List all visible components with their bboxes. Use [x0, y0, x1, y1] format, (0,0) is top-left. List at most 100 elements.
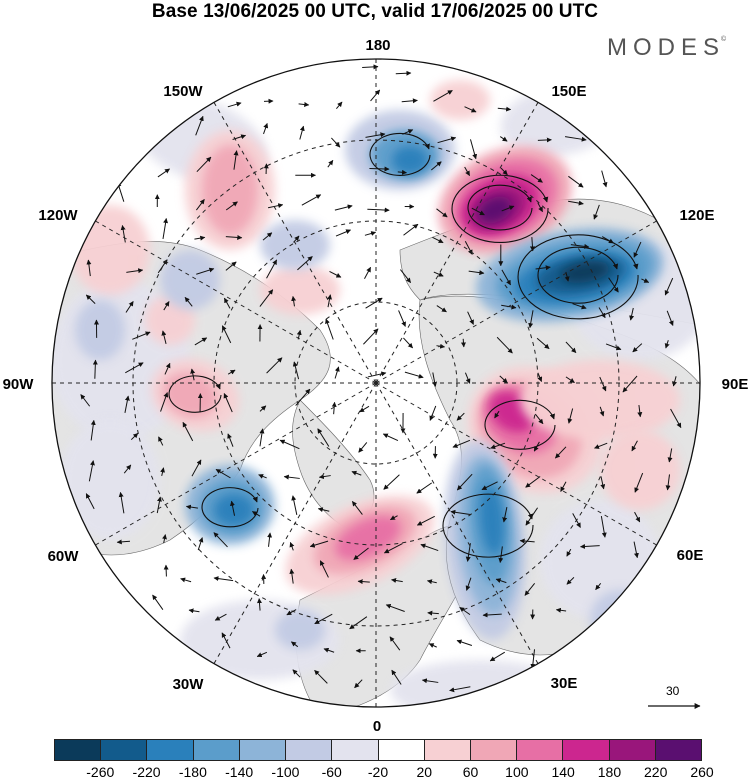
map-boundary-circle	[51, 58, 701, 708]
wind-vector	[450, 509, 472, 516]
wind-vector	[327, 159, 334, 168]
wind-vector	[598, 307, 606, 319]
wind-vector	[537, 202, 543, 213]
anomaly-contour	[70, 205, 150, 295]
colorbar-segment	[101, 739, 148, 761]
colorbar-tick-label: -60	[321, 764, 342, 780]
colorbar-tick-label: -100	[271, 764, 300, 780]
wind-vector	[125, 301, 134, 313]
wind-vector	[529, 237, 535, 252]
wind-vector	[325, 318, 334, 340]
wind-vector	[125, 362, 144, 374]
wind-vector	[634, 472, 644, 493]
wind-vector	[123, 464, 132, 474]
wind-vector	[365, 132, 386, 138]
wind-vector	[389, 515, 398, 521]
wind-vector	[670, 408, 682, 429]
wind-vector	[395, 70, 412, 76]
wind-vector	[397, 169, 407, 175]
wind-vector	[180, 577, 192, 583]
wind-vector	[162, 534, 167, 544]
wind-vector	[385, 603, 405, 612]
wind-vector	[433, 271, 444, 277]
anomaly-contour	[430, 80, 490, 120]
wind-vector	[279, 439, 300, 450]
lon-label-120e: 120E	[679, 207, 714, 224]
wind-vector	[197, 537, 204, 551]
wind-vector	[383, 474, 400, 490]
wind-vector	[500, 167, 508, 176]
colorbar-segment	[54, 739, 102, 761]
wind-vector	[335, 229, 351, 237]
wind-vector	[309, 540, 329, 548]
wind-vector	[225, 234, 243, 240]
streamline	[442, 493, 534, 558]
colorbar-segment	[609, 739, 656, 761]
wind-vector	[256, 651, 268, 658]
wind-vector	[323, 647, 335, 653]
wind-vector	[555, 607, 567, 613]
colorbar-tick-label: -220	[132, 764, 161, 780]
streamline	[484, 399, 556, 450]
wind-vector	[633, 541, 639, 559]
wind-vector	[535, 265, 551, 271]
wind-vector	[184, 296, 193, 307]
colorbar-segment	[193, 739, 240, 761]
wind-vector	[331, 401, 337, 415]
wind-vector	[437, 136, 457, 144]
wind-vector	[215, 468, 231, 479]
wind-vector	[600, 476, 606, 490]
lon-label-90w: 90W	[3, 376, 35, 393]
colorbar-segment	[332, 739, 379, 761]
wind-vector	[494, 410, 500, 419]
wind-vector	[188, 608, 200, 614]
wind-vector	[225, 261, 237, 271]
wind-vector	[364, 266, 372, 280]
wind-vector	[190, 368, 196, 381]
wind-vector	[213, 532, 228, 548]
wind-vector	[580, 543, 600, 549]
wind-vector	[452, 439, 471, 448]
colorbar-tick-label: 20	[416, 764, 433, 780]
wind-vector	[499, 136, 508, 142]
wind-vector	[319, 560, 329, 578]
wind-vector	[318, 474, 331, 480]
wind-vector	[88, 460, 95, 482]
wind-vector	[398, 310, 406, 327]
wind-vector	[364, 231, 377, 236]
wind-vector	[357, 579, 370, 585]
wind-vector	[389, 636, 401, 651]
wind-vector	[641, 278, 650, 283]
wind-vector	[525, 476, 541, 488]
meridian-line	[95, 220, 377, 384]
colorbar-tick-label: 260	[690, 764, 714, 780]
wind-vector	[162, 218, 169, 240]
wind-vector	[336, 101, 343, 110]
colorbar-segment	[239, 739, 287, 761]
wind-vector	[672, 376, 678, 387]
meridian-line	[95, 382, 377, 546]
wind-vector	[267, 203, 284, 209]
wind-vector	[152, 594, 164, 610]
wind-vector	[85, 294, 96, 304]
anomaly-contour	[560, 261, 610, 283]
wind-vector	[367, 371, 387, 378]
wind-vector	[534, 413, 544, 425]
streamline	[168, 375, 222, 413]
wind-vector	[502, 507, 508, 523]
anomaly-contour	[479, 485, 505, 555]
wind-vector	[86, 259, 92, 277]
brand-logo: MODES©	[607, 34, 726, 62]
wind-vector	[471, 207, 485, 216]
wind-vector	[565, 341, 577, 354]
wind-vector	[468, 270, 485, 276]
wind-vector	[416, 515, 435, 526]
colorbar-segment	[378, 739, 425, 761]
anomaly-contour	[260, 265, 340, 315]
wind-vector	[116, 539, 131, 545]
lon-label-150e: 150E	[551, 83, 586, 100]
wind-vector	[314, 669, 328, 684]
wind-vector	[191, 459, 202, 477]
anomaly-contour	[590, 590, 650, 650]
